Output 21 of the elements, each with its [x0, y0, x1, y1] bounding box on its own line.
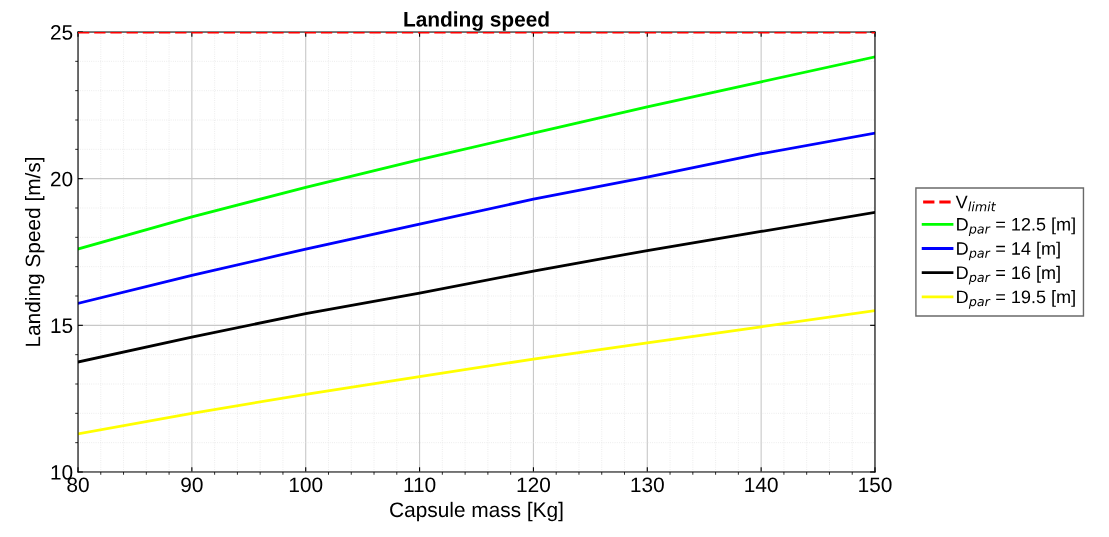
- legend-label: D$_{par}$ = 14 [m]: [957, 241, 1060, 261]
- line-series: [78, 131, 875, 305]
- x-tick-label: 120: [517, 477, 550, 493]
- y-tick-label: 25: [51, 25, 73, 40]
- x-axis-title: Capsule mass [Kg]: [390, 501, 563, 522]
- line-series: [78, 309, 875, 436]
- x-tick-label: 140: [745, 477, 778, 493]
- x-tick-label: 110: [404, 477, 436, 493]
- legend-label: D$_{par}$ = 12.5 [m]: [957, 217, 1075, 237]
- x-tick-label: 90: [181, 477, 203, 493]
- x-tick-label: 130: [631, 477, 664, 493]
- x-tick-label: 150: [859, 477, 892, 493]
- y-tick-label: 20: [51, 171, 73, 187]
- x-tick-label: 100: [289, 477, 323, 493]
- line-series: [78, 55, 875, 251]
- legend-label: D$_{par}$ = 16 [m]: [957, 265, 1060, 285]
- legend-label: V$_{limit}$: [955, 195, 997, 212]
- legend-label: D$_{par}$ = 19.5 [m]: [957, 290, 1075, 309]
- chart-title: Landing speed: [404, 11, 549, 31]
- y-axis-title: Landing Speed [m/s]: [24, 157, 45, 346]
- y-tick-label: 15: [51, 318, 73, 334]
